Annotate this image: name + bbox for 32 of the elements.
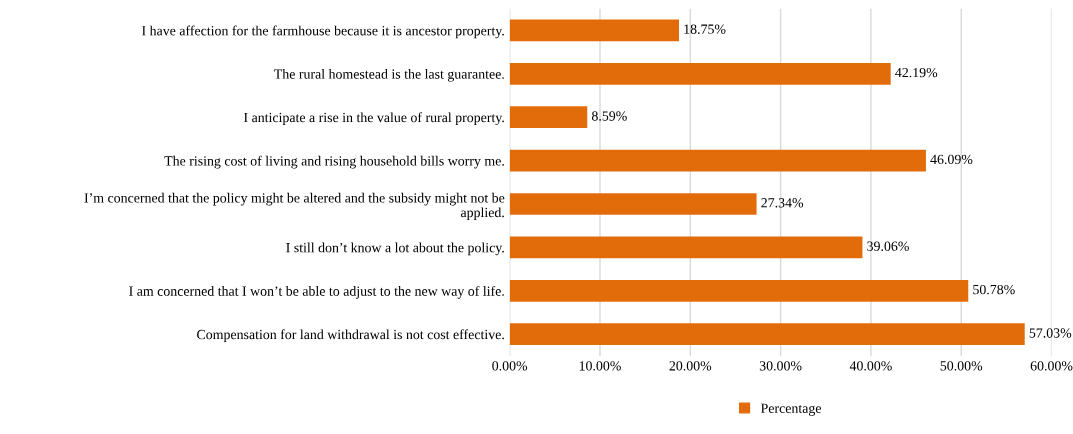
x-tick-label: 60.00% [1030, 361, 1073, 371]
bar [509, 236, 863, 259]
bar [509, 323, 1025, 346]
y-tick-label: The rural homestead is the last guarantee. [274, 68, 504, 82]
bar [509, 62, 891, 85]
x-tick-label: 20.00% [669, 361, 712, 371]
bar [509, 106, 588, 129]
data-label: 18.75% [684, 24, 726, 34]
x-tick-label: 0.00% [492, 361, 528, 371]
y-tick-label: I’m concerned that the policy might be altered and the subsidy might not be applied. [84, 192, 505, 220]
data-label: 57.03% [1029, 328, 1072, 338]
data-label: 8.59% [591, 111, 627, 121]
data-label: 42.19% [895, 67, 938, 78]
x-tick-label: 10.00% [579, 361, 621, 371]
legend-label: Percentage [760, 403, 821, 416]
data-label: 39.06% [867, 241, 909, 251]
y-tick-label: I anticipate a rise in the value of rural property. [243, 112, 504, 126]
y-tick-label: I am concerned that I won’t be able to adjust to the new way of life. [129, 285, 504, 299]
y-tick-label: I still don’t know a lot about the policy. [286, 242, 504, 256]
y-tick-label: Compensation for land withdrawal is not cost effective. [197, 329, 504, 343]
y-tick-label: The rising cost of living and rising household bills worry me. [164, 155, 504, 169]
bar [509, 279, 969, 302]
bar [509, 149, 926, 172]
x-tick-label: 40.00% [849, 361, 892, 371]
x-tick-label: 30.00% [759, 361, 802, 371]
bar [509, 193, 757, 215]
data-label: 46.09% [930, 154, 973, 165]
x-tick-label: 50.00% [940, 361, 983, 371]
bar [509, 19, 680, 42]
data-label: 50.78% [973, 284, 1015, 295]
data-label: 27.34% [761, 198, 804, 208]
y-tick-label: I have affection for the farmhouse because it is ancestor property. [142, 25, 504, 39]
